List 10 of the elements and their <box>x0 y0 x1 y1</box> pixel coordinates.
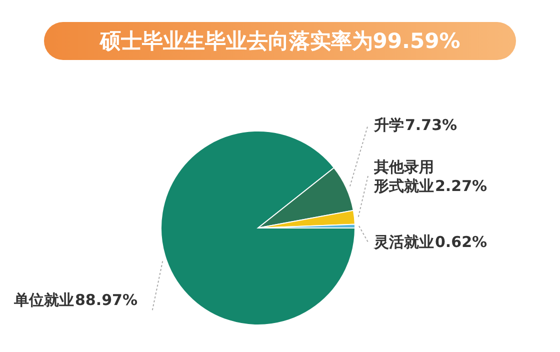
data-label: 7.73% <box>405 116 458 134</box>
data-label: 0.62% <box>435 233 488 251</box>
slice-label: 其他录用形式就业 <box>373 158 434 195</box>
data-label: 2.27% <box>435 177 488 195</box>
slice-label: 单位就业 <box>13 291 74 309</box>
chart-title: 硕士毕业生毕业去向落实率为99.59% <box>44 22 516 60</box>
slice-label: 灵活就业 <box>373 233 434 251</box>
data-label: 88.97% <box>75 291 138 309</box>
slice-label: 升学 <box>373 116 404 134</box>
pie-slice <box>160 130 356 326</box>
